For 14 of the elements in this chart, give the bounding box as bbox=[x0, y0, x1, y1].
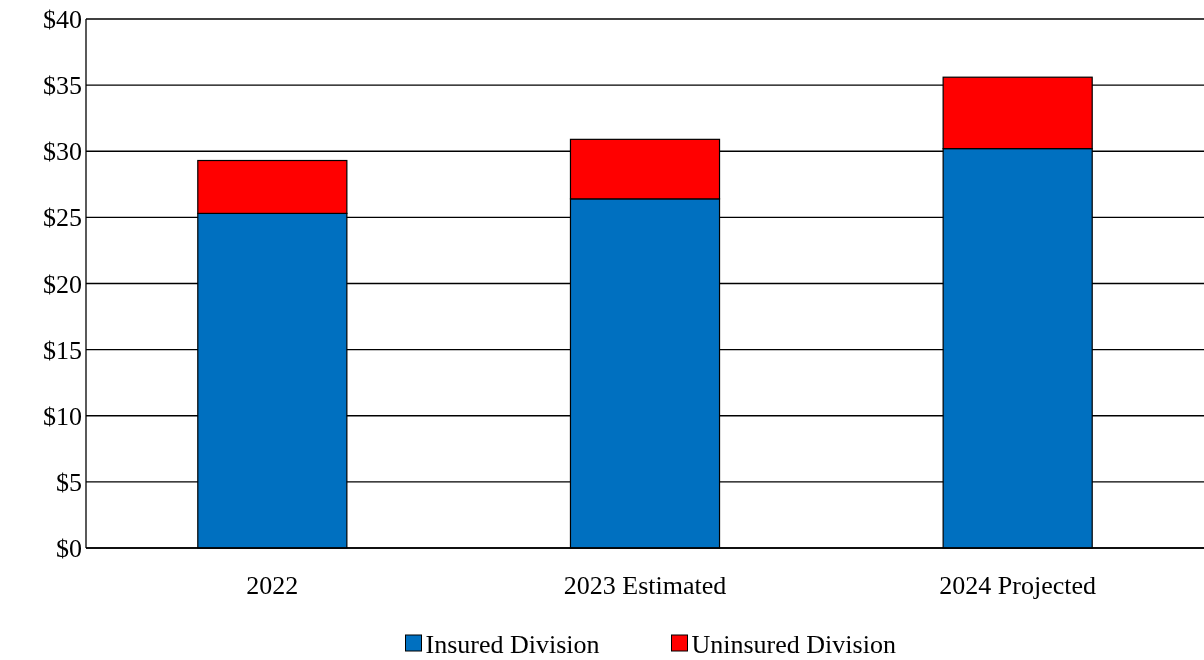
y-tick-label: $40 bbox=[43, 5, 82, 35]
y-tick-label: $20 bbox=[43, 269, 82, 299]
y-tick-label: $25 bbox=[43, 203, 82, 233]
y-tick-label: $15 bbox=[43, 335, 82, 365]
x-tick-label: 2024 Projected bbox=[939, 571, 1097, 600]
y-tick-label: $30 bbox=[43, 137, 82, 167]
y-tick-label: $5 bbox=[56, 467, 82, 497]
y-tick-label: $0 bbox=[56, 534, 82, 564]
legend-label: Insured Division bbox=[425, 630, 600, 660]
legend-label: Uninsured Division bbox=[691, 630, 896, 660]
y-tick-label: $35 bbox=[43, 71, 82, 101]
x-tick-label: 2022 bbox=[246, 571, 299, 600]
y-tick-label: $10 bbox=[43, 401, 82, 431]
x-tick-label: 2023 Estimated bbox=[563, 571, 727, 600]
